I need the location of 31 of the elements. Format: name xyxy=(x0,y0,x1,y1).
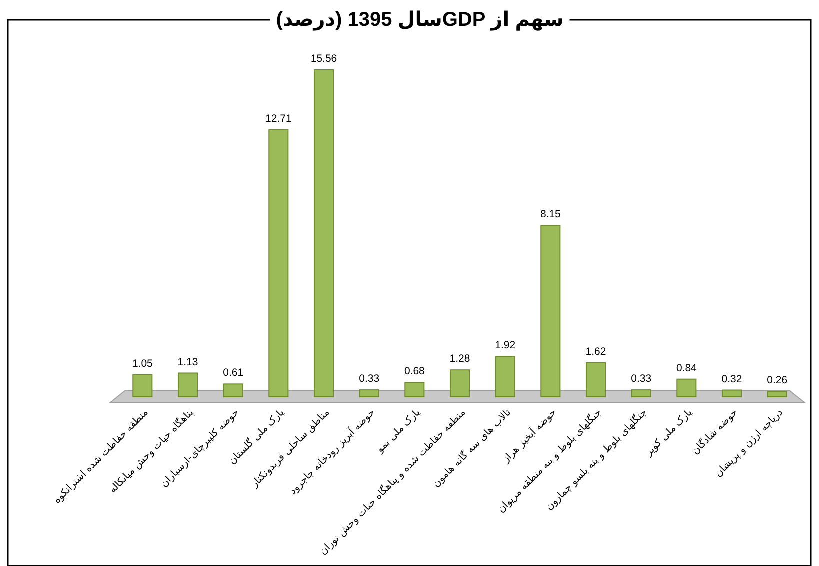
data-label: 0.33 xyxy=(631,373,652,386)
bar xyxy=(631,390,652,398)
data-label: 0.68 xyxy=(404,366,426,378)
data-label: 15.56 xyxy=(310,53,338,65)
bar xyxy=(495,356,516,398)
bar xyxy=(586,362,606,398)
bar xyxy=(722,390,742,398)
data-label: 1.13 xyxy=(178,356,198,368)
bar xyxy=(676,378,697,398)
bar xyxy=(314,70,334,398)
data-label: 1.05 xyxy=(132,358,154,370)
data-label: 1.92 xyxy=(495,340,516,352)
data-label: 1.28 xyxy=(450,353,470,366)
bar xyxy=(404,382,425,398)
data-label: 0.32 xyxy=(722,373,742,386)
data-label: 0.84 xyxy=(676,362,698,374)
data-label: 0.26 xyxy=(767,374,788,387)
chart-title: سهم از GDPسال 1395 (درصد) xyxy=(276,9,564,31)
data-label: 12.71 xyxy=(266,112,292,125)
bar xyxy=(767,391,788,398)
data-label: 8.15 xyxy=(540,208,562,221)
data-label: 0.61 xyxy=(223,367,244,380)
data-label: 0.33 xyxy=(359,373,380,386)
bar xyxy=(132,374,153,398)
bar xyxy=(268,129,289,398)
bar xyxy=(540,225,561,398)
data-label: 1.62 xyxy=(586,346,606,358)
bar xyxy=(178,372,198,398)
bar xyxy=(223,384,244,398)
bar xyxy=(359,390,380,398)
bar xyxy=(450,370,470,398)
